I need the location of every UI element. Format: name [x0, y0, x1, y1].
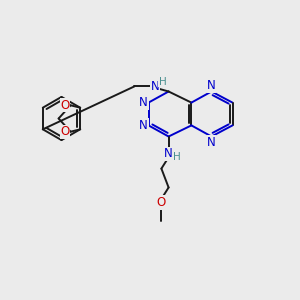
Text: O: O: [61, 125, 70, 138]
Text: O: O: [61, 99, 70, 112]
Text: N: N: [164, 147, 173, 160]
Text: N: N: [207, 79, 216, 92]
Text: N: N: [139, 119, 148, 132]
Text: O: O: [157, 196, 166, 209]
Text: N: N: [207, 136, 216, 149]
Text: H: H: [173, 152, 181, 162]
Text: N: N: [139, 96, 148, 109]
Text: N: N: [151, 80, 160, 93]
Text: H: H: [159, 76, 167, 87]
